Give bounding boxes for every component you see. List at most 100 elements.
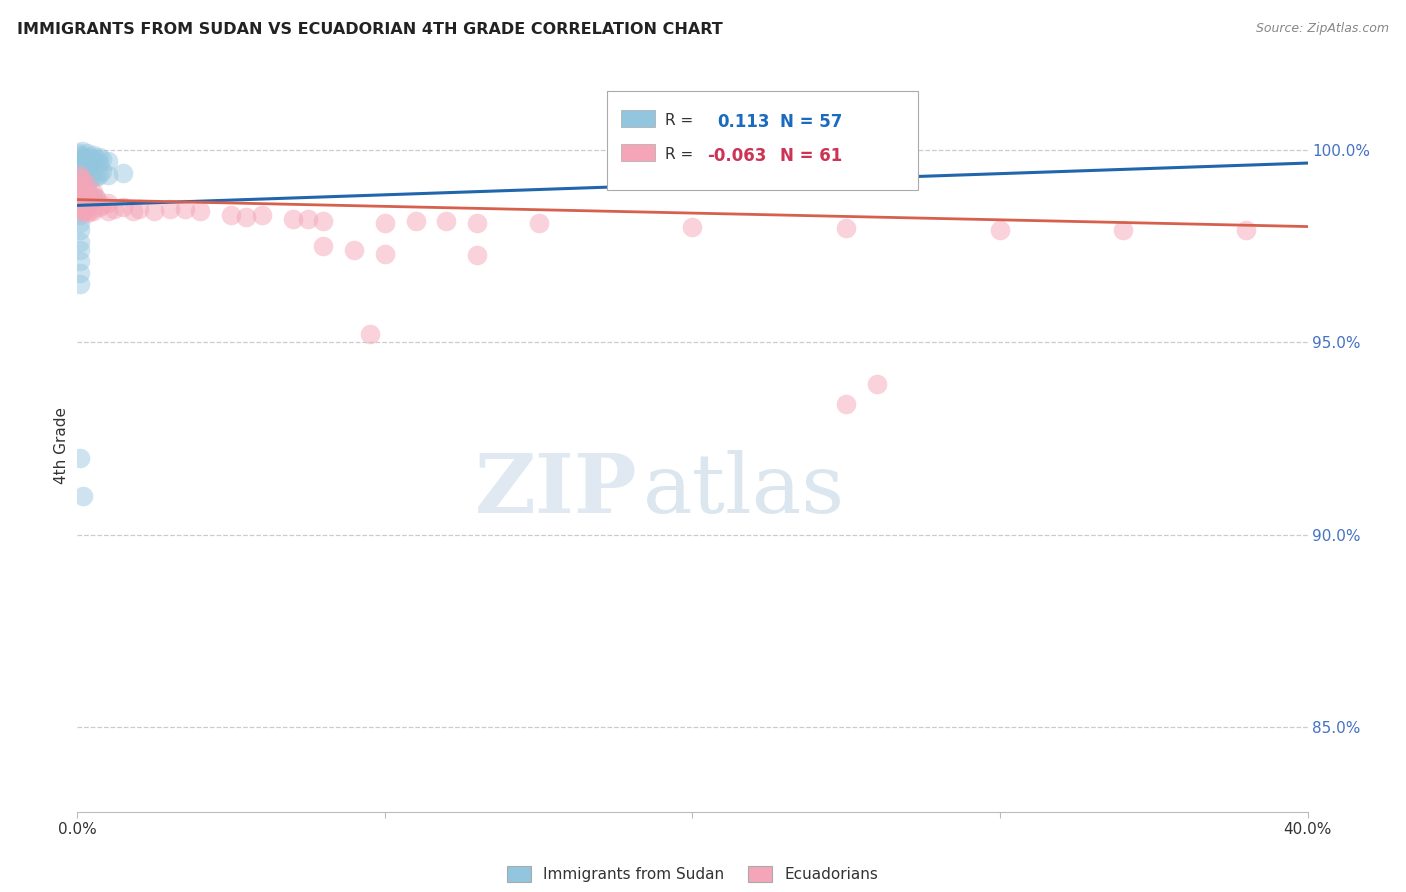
Point	[72, 179, 94, 194]
Point	[87, 168, 110, 182]
Point	[97, 204, 120, 219]
Point	[76, 158, 98, 172]
Point	[70, 173, 93, 187]
Text: R =: R =	[665, 147, 693, 162]
Point	[69, 169, 91, 184]
Point	[682, 219, 704, 234]
Point	[76, 193, 98, 207]
Point	[866, 377, 889, 392]
Point	[69, 168, 91, 182]
Point	[79, 158, 101, 172]
Point	[69, 185, 91, 199]
Point	[72, 185, 94, 199]
Point	[72, 191, 94, 205]
Point	[72, 175, 94, 189]
Point	[465, 248, 488, 262]
Point	[67, 146, 90, 161]
Point	[82, 148, 104, 162]
Point	[835, 397, 858, 411]
Point	[70, 194, 93, 209]
Point	[82, 154, 104, 169]
Point	[69, 154, 91, 169]
Point	[87, 156, 110, 170]
Point	[281, 211, 304, 226]
Point	[79, 191, 101, 205]
Point	[72, 168, 94, 182]
Point	[69, 254, 91, 268]
Point	[69, 277, 91, 292]
Point	[90, 152, 114, 166]
Point	[69, 266, 91, 280]
Point	[76, 178, 98, 192]
Point	[69, 235, 91, 249]
Point	[82, 185, 104, 199]
Point	[79, 191, 101, 205]
Point	[97, 196, 120, 211]
Point	[87, 200, 110, 214]
Point	[69, 178, 91, 192]
Point	[835, 221, 858, 235]
Point	[128, 202, 150, 217]
Point	[219, 208, 242, 222]
Point	[90, 163, 114, 178]
Point	[297, 211, 319, 226]
Text: Source: ZipAtlas.com: Source: ZipAtlas.com	[1256, 22, 1389, 36]
Point	[76, 154, 98, 169]
Text: N = 57: N = 57	[780, 113, 842, 131]
Point	[69, 196, 91, 211]
Point	[76, 146, 98, 161]
Point	[69, 148, 91, 162]
Point	[374, 216, 396, 230]
Point	[69, 178, 91, 192]
Point	[67, 169, 90, 184]
Point	[82, 191, 104, 205]
Point	[188, 204, 212, 219]
Point	[84, 191, 107, 205]
Point	[76, 175, 98, 189]
Point	[72, 489, 94, 503]
Text: ZIP: ZIP	[474, 450, 637, 530]
Point	[250, 208, 273, 222]
Point	[76, 193, 98, 207]
Point	[69, 181, 91, 195]
Point	[84, 152, 107, 166]
Point	[79, 150, 101, 164]
Point	[72, 179, 94, 194]
Text: R =: R =	[665, 113, 693, 128]
Point	[82, 204, 104, 219]
Point	[374, 246, 396, 260]
Point	[312, 214, 335, 228]
Point	[84, 191, 107, 205]
Point	[69, 204, 91, 219]
Point	[465, 216, 488, 230]
Point	[527, 216, 550, 230]
Point	[72, 156, 94, 170]
Text: N = 61: N = 61	[780, 147, 842, 165]
Text: atlas: atlas	[644, 450, 845, 530]
Point	[69, 450, 91, 465]
Point	[121, 204, 143, 219]
Point	[69, 216, 91, 230]
Point	[76, 186, 98, 201]
Point	[1112, 223, 1135, 237]
Point	[69, 198, 91, 212]
Point	[69, 183, 91, 197]
Point	[79, 171, 101, 186]
Point	[112, 200, 135, 214]
Point	[988, 223, 1011, 237]
Point	[90, 198, 114, 212]
Text: -0.063: -0.063	[707, 147, 766, 165]
Point	[84, 169, 107, 184]
Point	[72, 198, 94, 212]
Point	[69, 193, 91, 207]
Point	[97, 154, 120, 169]
Point	[73, 160, 96, 174]
Point	[174, 202, 197, 217]
Point	[82, 188, 104, 202]
Point	[70, 145, 93, 159]
Point	[69, 152, 91, 166]
Point	[79, 193, 101, 207]
Point	[82, 169, 104, 184]
Point	[70, 173, 93, 187]
Point	[79, 152, 101, 166]
